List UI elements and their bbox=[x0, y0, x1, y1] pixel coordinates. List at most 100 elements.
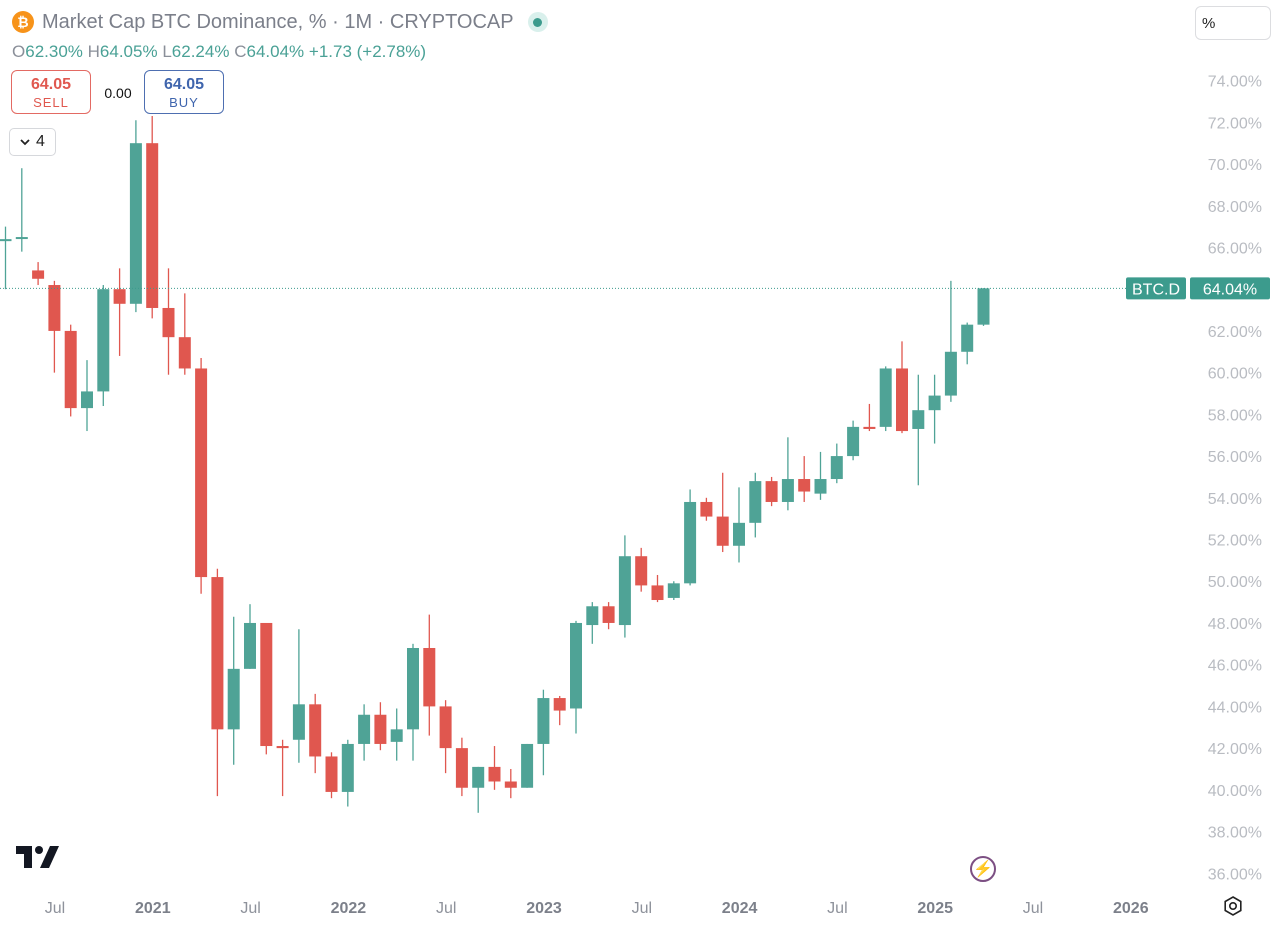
candle-body bbox=[15, 237, 28, 240]
x-tick-month: Jul bbox=[240, 900, 260, 917]
candle[interactable] bbox=[765, 476, 778, 507]
indicators-toggle-button[interactable]: 4 bbox=[9, 128, 56, 156]
candle[interactable] bbox=[423, 614, 436, 736]
candle[interactable] bbox=[814, 451, 827, 500]
candle[interactable] bbox=[309, 693, 322, 774]
candle[interactable] bbox=[374, 702, 387, 751]
candle[interactable] bbox=[146, 116, 159, 319]
spread-value: 0.00 bbox=[104, 85, 132, 101]
candle-body bbox=[586, 606, 599, 626]
candle-body bbox=[97, 289, 110, 392]
candle[interactable] bbox=[570, 620, 582, 734]
candle[interactable] bbox=[798, 456, 811, 502]
buy-button[interactable]: 64.05 BUY bbox=[144, 70, 224, 114]
candle[interactable] bbox=[129, 120, 142, 313]
candle-body bbox=[570, 622, 582, 709]
candle[interactable] bbox=[32, 262, 45, 286]
candle[interactable] bbox=[455, 737, 468, 797]
x-tick-year: 2024 bbox=[722, 900, 758, 917]
candle[interactable] bbox=[928, 374, 941, 444]
lightning-icon[interactable]: ⚡ bbox=[970, 856, 996, 882]
candle-body bbox=[325, 756, 338, 792]
candle[interactable] bbox=[260, 622, 273, 755]
candle[interactable] bbox=[716, 472, 729, 553]
candle[interactable] bbox=[358, 704, 371, 761]
candle[interactable] bbox=[553, 695, 566, 726]
tradingview-logo[interactable] bbox=[16, 846, 60, 873]
candle[interactable] bbox=[684, 489, 697, 586]
candle[interactable] bbox=[667, 581, 680, 601]
candle[interactable] bbox=[325, 752, 338, 799]
x-tick-month: Jul bbox=[632, 900, 652, 917]
candle[interactable] bbox=[439, 700, 452, 774]
candle[interactable] bbox=[651, 574, 664, 603]
candle[interactable] bbox=[700, 497, 713, 521]
candle[interactable] bbox=[15, 168, 28, 252]
candle[interactable] bbox=[97, 285, 110, 407]
sell-button[interactable]: 64.05 SELL bbox=[11, 70, 91, 114]
candle[interactable] bbox=[292, 629, 305, 763]
candle[interactable] bbox=[602, 602, 615, 630]
settings-icon[interactable] bbox=[1222, 895, 1244, 922]
candle[interactable] bbox=[472, 766, 485, 813]
candle-body bbox=[64, 330, 77, 409]
candle[interactable] bbox=[961, 322, 974, 365]
candle[interactable] bbox=[586, 602, 599, 644]
candle[interactable] bbox=[896, 341, 908, 434]
high-label: H bbox=[87, 42, 100, 61]
candle[interactable] bbox=[407, 643, 419, 761]
candle[interactable] bbox=[211, 568, 224, 797]
x-axis[interactable]: Jul 2021 Jul 2022 Jul 2023 Jul 2024 Jul 2025 Jul 20… bbox=[45, 900, 1149, 917]
sell-label: SELL bbox=[33, 95, 69, 110]
candle[interactable] bbox=[341, 739, 354, 807]
candle[interactable] bbox=[64, 324, 77, 417]
candle[interactable] bbox=[488, 746, 501, 790]
candle[interactable] bbox=[521, 743, 534, 788]
symbol-title[interactable]: Market Cap BTC Dominance, % · 1M · CRYPT… bbox=[42, 10, 514, 33]
candle-body bbox=[390, 729, 403, 742]
candle[interactable] bbox=[977, 288, 990, 326]
candles-layer bbox=[0, 116, 990, 813]
scale-mode-button[interactable]: % bbox=[1195, 6, 1271, 40]
candle[interactable] bbox=[195, 358, 208, 594]
candle[interactable] bbox=[504, 768, 517, 799]
candle[interactable] bbox=[162, 268, 175, 375]
x-tick-month: Jul bbox=[827, 900, 847, 917]
candle[interactable] bbox=[944, 280, 957, 402]
candle[interactable] bbox=[863, 403, 876, 432]
candle-body bbox=[830, 456, 843, 480]
y-axis[interactable]: 74.00%72.00%70.00%68.00%66.00%64.00%62.0… bbox=[1208, 74, 1262, 884]
candle-body bbox=[814, 479, 827, 494]
y-tick-label: 38.00% bbox=[1208, 825, 1262, 842]
candle-body bbox=[651, 585, 664, 601]
candle-body bbox=[521, 743, 534, 788]
candle[interactable] bbox=[781, 437, 794, 511]
candle[interactable] bbox=[912, 374, 925, 486]
candle[interactable] bbox=[618, 535, 631, 638]
candle-body bbox=[211, 577, 224, 730]
candle[interactable] bbox=[390, 708, 403, 761]
candle[interactable] bbox=[830, 443, 843, 484]
candle[interactable] bbox=[113, 268, 126, 356]
candle[interactable] bbox=[178, 293, 191, 375]
candle[interactable] bbox=[0, 226, 12, 290]
candle[interactable] bbox=[48, 280, 61, 373]
candle[interactable] bbox=[276, 739, 289, 797]
y-tick-label: 70.00% bbox=[1208, 157, 1262, 174]
candle[interactable] bbox=[244, 604, 256, 669]
candle[interactable] bbox=[537, 689, 550, 776]
candle[interactable] bbox=[879, 366, 892, 432]
candle[interactable] bbox=[227, 616, 240, 765]
candle[interactable] bbox=[733, 487, 745, 563]
candle-body bbox=[700, 501, 713, 517]
symbol-header[interactable]: ₿ Market Cap BTC Dominance, % · 1M · CRY… bbox=[12, 8, 548, 36]
y-tick-label: 58.00% bbox=[1208, 407, 1262, 424]
candle[interactable] bbox=[749, 472, 762, 538]
candle[interactable] bbox=[635, 547, 648, 592]
candle-body bbox=[798, 479, 811, 492]
candle-body bbox=[765, 481, 778, 502]
candle[interactable] bbox=[81, 360, 93, 432]
candle-body bbox=[912, 410, 925, 429]
candle[interactable] bbox=[847, 420, 860, 461]
